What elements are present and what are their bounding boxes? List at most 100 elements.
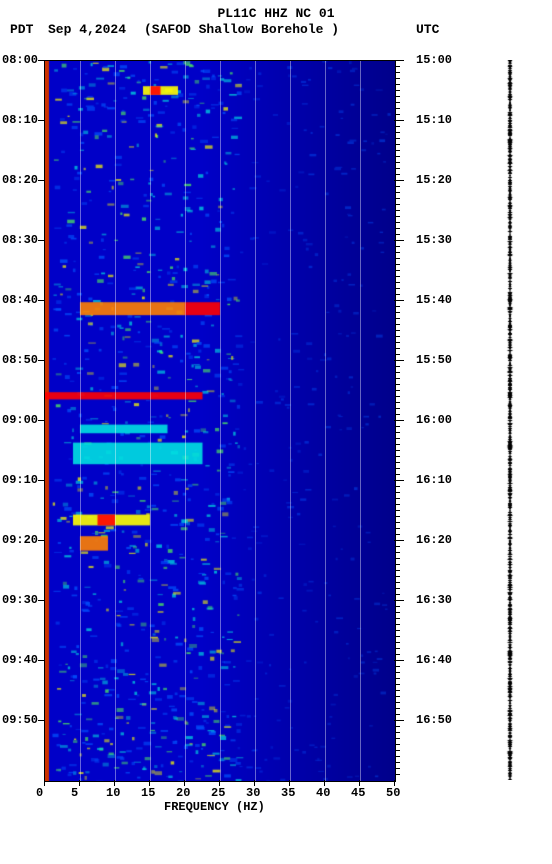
- y-minor-tick: [396, 456, 400, 457]
- y-minor-tick: [396, 126, 400, 127]
- y-minor-tick: [396, 420, 404, 421]
- y-minor-tick: [396, 216, 400, 217]
- y-minor-tick: [396, 588, 400, 589]
- y-minor-tick: [396, 606, 400, 607]
- y-tick: [38, 240, 44, 241]
- y-minor-tick: [396, 666, 400, 667]
- y-minor-tick: [396, 132, 400, 133]
- y-minor-tick: [396, 618, 400, 619]
- x-tick-label: 10: [106, 786, 120, 800]
- y-tick: [38, 660, 44, 661]
- y-minor-tick: [396, 744, 400, 745]
- y-minor-tick: [396, 636, 400, 637]
- y-minor-tick: [396, 444, 400, 445]
- x-tick-label: 20: [176, 786, 190, 800]
- title-station-channel: PL11C HHZ NC 01: [0, 6, 552, 21]
- y-tick-label: 16:50: [416, 713, 452, 727]
- y-minor-tick: [396, 558, 400, 559]
- gridline: [220, 61, 221, 781]
- y-minor-tick: [396, 312, 400, 313]
- y-tick-label: 09:50: [2, 713, 38, 727]
- y-minor-tick: [396, 318, 400, 319]
- y-minor-tick: [396, 552, 400, 553]
- y-minor-tick: [396, 684, 400, 685]
- y-minor-tick: [396, 138, 400, 139]
- y-minor-tick: [396, 366, 400, 367]
- y-minor-tick: [396, 162, 400, 163]
- y-tick-label: 15:00: [416, 53, 452, 67]
- y-minor-tick: [396, 774, 400, 775]
- y-minor-tick: [396, 324, 400, 325]
- y-minor-tick: [396, 186, 400, 187]
- y-minor-tick: [396, 630, 400, 631]
- y-minor-tick: [396, 174, 400, 175]
- header-station-name: (SAFOD Shallow Borehole ): [144, 22, 339, 37]
- y-tick-label: 15:50: [416, 353, 452, 367]
- y-minor-tick: [396, 108, 400, 109]
- y-tick-label: 09:10: [2, 473, 38, 487]
- y-tick: [38, 180, 44, 181]
- y-minor-tick: [396, 648, 400, 649]
- y-minor-tick: [396, 372, 400, 373]
- y-tick-label: 15:40: [416, 293, 452, 307]
- y-minor-tick: [396, 708, 400, 709]
- y-minor-tick: [396, 198, 400, 199]
- x-tick-label: 35: [281, 786, 295, 800]
- y-minor-tick: [396, 222, 400, 223]
- y-minor-tick: [396, 612, 400, 613]
- y-minor-tick: [396, 576, 400, 577]
- y-tick-label: 15:30: [416, 233, 452, 247]
- y-tick-label: 16:10: [416, 473, 452, 487]
- y-tick: [38, 540, 44, 541]
- y-minor-tick: [396, 678, 400, 679]
- y-minor-tick: [396, 546, 400, 547]
- x-tick-label: 40: [316, 786, 330, 800]
- y-minor-tick: [396, 228, 400, 229]
- page: PL11C HHZ NC 01 PDT Sep 4,2024 (SAFOD Sh…: [0, 0, 552, 864]
- y-minor-tick: [396, 276, 400, 277]
- y-tick-label: 09:40: [2, 653, 38, 667]
- y-tick-label: 16:20: [416, 533, 452, 547]
- y-minor-tick: [396, 450, 400, 451]
- header-left-tz: PDT: [10, 22, 33, 37]
- y-tick-label: 16:30: [416, 593, 452, 607]
- y-minor-tick: [396, 762, 400, 763]
- spectrogram-plot: [44, 60, 396, 782]
- y-minor-tick: [396, 336, 400, 337]
- y-minor-tick: [396, 90, 400, 91]
- y-tick-label: 09:20: [2, 533, 38, 547]
- y-minor-tick: [396, 396, 400, 397]
- y-tick-label: 08:50: [2, 353, 38, 367]
- x-tick-label: 15: [141, 786, 155, 800]
- y-minor-tick: [396, 660, 404, 661]
- y-minor-tick: [396, 270, 400, 271]
- y-minor-tick: [396, 498, 400, 499]
- y-minor-tick: [396, 360, 404, 361]
- y-minor-tick: [396, 438, 400, 439]
- y-minor-tick: [396, 246, 400, 247]
- y-minor-tick: [396, 726, 400, 727]
- y-minor-tick: [396, 564, 400, 565]
- y-minor-tick: [396, 426, 400, 427]
- y-minor-tick: [396, 540, 404, 541]
- y-minor-tick: [396, 330, 400, 331]
- y-minor-tick: [396, 204, 400, 205]
- y-minor-tick: [396, 150, 400, 151]
- y-minor-tick: [396, 78, 400, 79]
- y-minor-tick: [396, 384, 400, 385]
- y-minor-tick: [396, 516, 400, 517]
- y-minor-tick: [396, 756, 400, 757]
- y-minor-tick: [396, 306, 400, 307]
- y-minor-tick: [396, 180, 404, 181]
- y-tick: [38, 60, 44, 61]
- y-tick-label: 09:30: [2, 593, 38, 607]
- y-minor-tick: [396, 60, 404, 61]
- y-minor-tick: [396, 714, 400, 715]
- y-minor-tick: [396, 144, 400, 145]
- y-tick-label: 15:20: [416, 173, 452, 187]
- x-tick-label: 25: [211, 786, 225, 800]
- y-minor-tick: [396, 234, 400, 235]
- y-minor-tick: [396, 510, 400, 511]
- y-minor-tick: [396, 690, 400, 691]
- x-tick-label: 30: [246, 786, 260, 800]
